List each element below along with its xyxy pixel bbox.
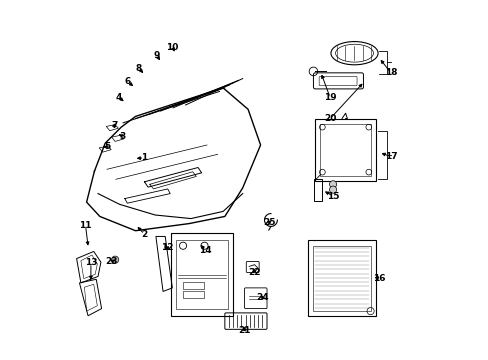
- Text: 10: 10: [166, 42, 178, 51]
- Text: 22: 22: [248, 268, 260, 277]
- Circle shape: [329, 186, 336, 193]
- Text: 17: 17: [384, 152, 396, 161]
- Text: 14: 14: [199, 246, 211, 255]
- Text: 5: 5: [103, 142, 110, 151]
- Text: 1: 1: [141, 153, 147, 162]
- Text: 11: 11: [79, 221, 92, 230]
- Circle shape: [111, 256, 119, 263]
- Text: 4: 4: [115, 93, 122, 102]
- Text: 8: 8: [136, 64, 142, 73]
- Text: 23: 23: [105, 257, 118, 266]
- Text: 3: 3: [119, 131, 125, 140]
- Text: 15: 15: [326, 192, 339, 201]
- Text: 21: 21: [238, 325, 250, 334]
- Text: 13: 13: [84, 258, 97, 267]
- Text: 9: 9: [154, 51, 160, 60]
- Text: 12: 12: [161, 243, 174, 252]
- Text: 20: 20: [324, 114, 336, 123]
- Text: 16: 16: [372, 274, 385, 283]
- Text: 25: 25: [263, 218, 275, 227]
- Text: 19: 19: [323, 93, 336, 102]
- Text: 24: 24: [256, 293, 268, 302]
- Text: 6: 6: [124, 77, 131, 86]
- Text: 18: 18: [384, 68, 396, 77]
- Circle shape: [329, 181, 336, 188]
- Text: 7: 7: [111, 121, 117, 130]
- Text: 2: 2: [141, 230, 147, 239]
